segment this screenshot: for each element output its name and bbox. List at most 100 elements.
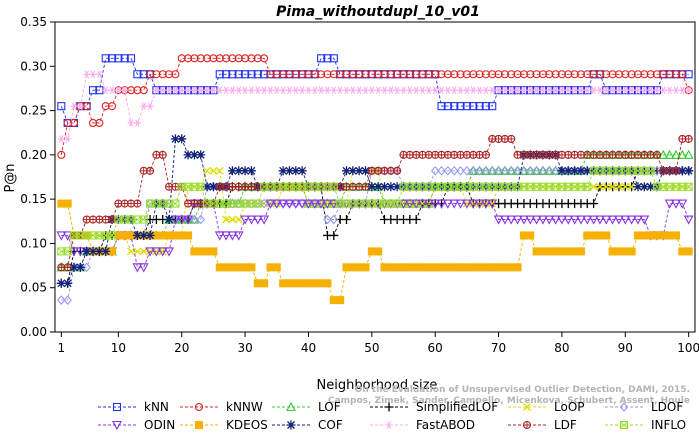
data-point-odin xyxy=(531,215,542,225)
data-point-fastabod xyxy=(266,86,274,94)
data-point-knnw xyxy=(355,70,364,79)
legend-label-cof: COF xyxy=(318,418,343,432)
legend-label-ldf: LDF xyxy=(554,418,577,432)
data-point-knnw xyxy=(317,70,326,79)
legend-label-ldof: LDOF xyxy=(651,400,683,414)
data-point-knn xyxy=(241,70,250,79)
data-point-knnw xyxy=(450,70,459,79)
data-point-odin xyxy=(595,215,605,225)
data-point-cof xyxy=(677,166,687,176)
data-point-odin xyxy=(138,263,149,273)
data-point-ldof xyxy=(443,165,453,176)
data-point-fastabod xyxy=(247,86,255,94)
data-point-loop xyxy=(602,182,611,191)
data-point-fastabod xyxy=(298,86,306,94)
data-point-loop xyxy=(323,199,332,208)
data-point-fastabod xyxy=(640,86,648,94)
data-point-ldof xyxy=(462,165,472,176)
data-point-ldof xyxy=(329,214,339,225)
data-point-odin xyxy=(69,247,79,257)
legend-label-inflo: INFLO xyxy=(651,418,686,432)
data-point-fastabod xyxy=(431,86,439,94)
data-point-odin xyxy=(677,199,688,209)
legend-marker-kdeos xyxy=(195,421,203,429)
data-point-knnw xyxy=(380,70,389,79)
data-point-odin xyxy=(56,231,67,241)
data-point-cof xyxy=(373,182,383,192)
legend-marker-cof xyxy=(286,420,296,430)
data-point-knnw xyxy=(507,70,516,79)
data-point-loop xyxy=(412,199,421,208)
data-point-cof xyxy=(570,166,580,176)
data-point-fastabod xyxy=(304,86,312,94)
x-tick-label: 60 xyxy=(428,341,443,355)
data-point-knn xyxy=(247,70,256,79)
data-point-knnw xyxy=(152,70,161,79)
data-point-ldof xyxy=(57,295,66,305)
x-tick-label: 80 xyxy=(554,341,569,355)
data-point-knn xyxy=(437,102,446,111)
data-point-odin xyxy=(576,215,586,225)
data-point-cof xyxy=(291,166,301,176)
data-point-loop xyxy=(209,166,218,175)
data-point-odin xyxy=(309,199,320,209)
data-point-fastabod xyxy=(197,86,205,94)
data-point-knnw xyxy=(171,70,180,79)
data-point-odin xyxy=(633,215,643,225)
data-point-knn xyxy=(120,54,129,63)
data-point-odin xyxy=(322,199,333,209)
data-point-fastabod xyxy=(520,86,528,94)
data-point-kdeos xyxy=(184,231,193,240)
data-point-odin xyxy=(671,199,681,209)
data-point-knnw xyxy=(184,54,193,63)
data-point-ldf xyxy=(684,134,693,143)
data-point-knnw xyxy=(139,86,148,95)
data-point-knnw xyxy=(203,54,212,63)
data-point-cof xyxy=(234,166,244,176)
data-point-knnw xyxy=(310,70,319,79)
data-point-kdeos xyxy=(209,247,218,256)
data-point-cof xyxy=(639,182,649,192)
data-point-knn xyxy=(253,70,262,79)
data-point-fastabod xyxy=(457,86,465,94)
data-point-fastabod xyxy=(165,86,173,94)
series-fastabod xyxy=(57,70,693,143)
data-point-knnw xyxy=(488,70,497,79)
data-point-lof xyxy=(683,149,694,159)
data-point-ldof xyxy=(456,165,465,176)
data-point-ldof xyxy=(487,165,497,176)
data-point-knnw xyxy=(462,70,471,79)
data-point-fastabod xyxy=(260,86,268,94)
data-point-knnw xyxy=(418,70,427,79)
data-point-fastabod xyxy=(634,86,642,94)
data-point-fastabod xyxy=(463,86,471,94)
data-point-knnw xyxy=(532,70,541,79)
y-tick-label: 0.25 xyxy=(20,104,47,118)
data-point-cof xyxy=(278,166,288,176)
data-point-cof xyxy=(75,262,85,272)
data-point-knnw xyxy=(342,70,351,79)
data-point-odin xyxy=(506,215,517,225)
data-point-knnw xyxy=(475,70,484,79)
y-tick-label: 0.30 xyxy=(20,59,47,73)
data-point-odin xyxy=(417,199,428,209)
y-axis-label: P@n xyxy=(3,163,18,192)
data-point-fastabod xyxy=(159,86,167,94)
data-point-fastabod xyxy=(514,86,522,94)
data-point-ldf xyxy=(652,150,662,159)
data-point-fastabod xyxy=(564,86,572,94)
legend-marker-knnw xyxy=(194,402,204,412)
legend-marker-inflo xyxy=(619,420,629,430)
data-point-odin xyxy=(442,199,453,209)
data-point-cof xyxy=(82,246,92,256)
data-point-ldof xyxy=(449,165,459,176)
data-point-odin xyxy=(614,215,624,225)
data-point-inflo xyxy=(139,215,148,224)
data-point-knn xyxy=(462,102,471,111)
data-point-knnw xyxy=(431,70,440,79)
data-point-fastabod xyxy=(203,86,211,94)
data-point-knnw xyxy=(437,70,446,79)
data-point-kdeos xyxy=(247,263,256,272)
data-point-cof xyxy=(646,182,656,192)
data-point-fastabod xyxy=(311,86,319,94)
